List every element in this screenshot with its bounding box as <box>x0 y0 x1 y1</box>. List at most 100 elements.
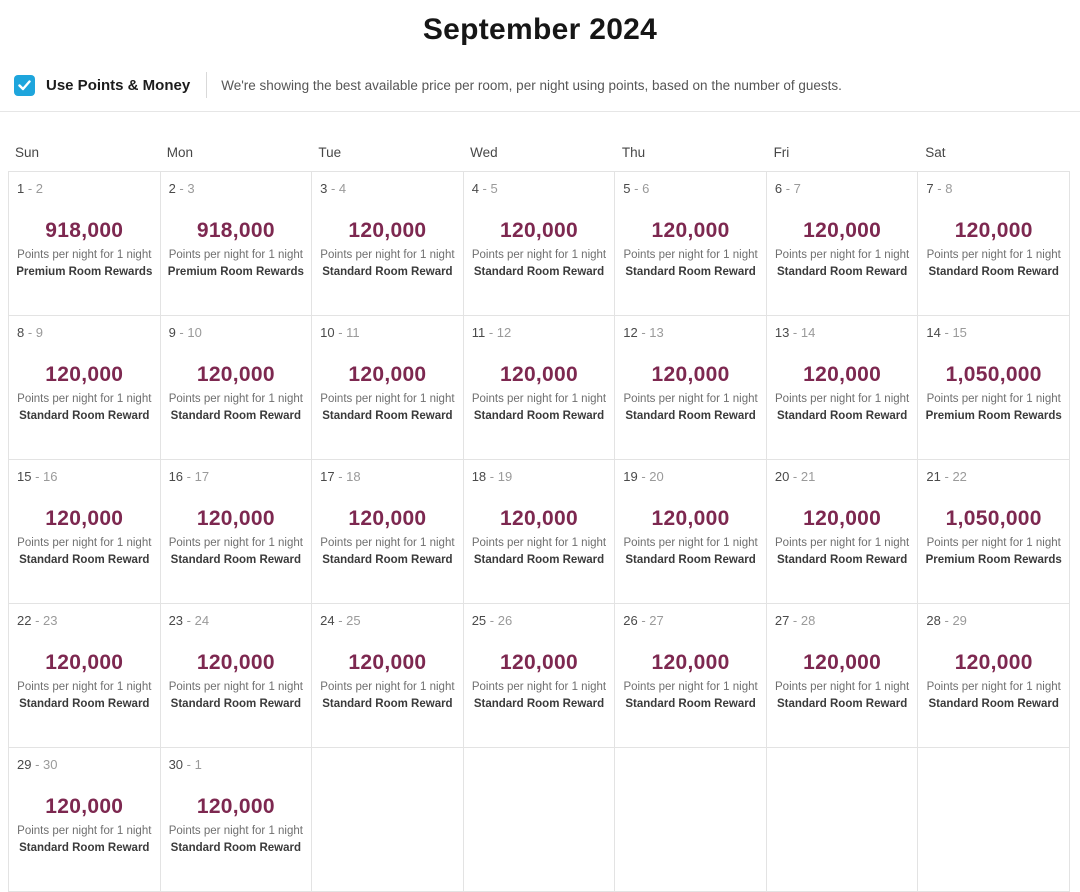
cell-points-value: 120,000 <box>803 651 882 675</box>
calendar-cell[interactable]: 18 - 19 120,000 Points per night for 1 n… <box>463 460 616 604</box>
calendar-cell[interactable]: 23 - 24 120,000 Points per night for 1 n… <box>160 604 313 748</box>
cell-date-range: 24 - 25 <box>320 613 361 628</box>
cell-room-type: Standard Room Reward <box>322 554 453 567</box>
cell-points-value: 120,000 <box>803 507 882 531</box>
calendar-cell[interactable]: 7 - 8 120,000 Points per night for 1 nig… <box>918 172 1070 316</box>
cell-price-block: 1,050,000 Points per night for 1 night P… <box>923 363 1064 424</box>
calendar-cell[interactable]: 9 - 10 120,000 Points per night for 1 ni… <box>160 316 313 460</box>
cell-points-unit-label: Points per night for 1 night <box>926 536 1061 549</box>
calendar-cell[interactable]: 26 - 27 120,000 Points per night for 1 n… <box>615 604 767 748</box>
calendar-cell[interactable]: 16 - 17 120,000 Points per night for 1 n… <box>160 460 313 604</box>
cell-points-value: 1,050,000 <box>945 363 1042 387</box>
calendar-cell[interactable]: 11 - 12 120,000 Points per night for 1 n… <box>463 316 616 460</box>
weekday-tue: Tue <box>318 145 342 160</box>
calendar-cell[interactable]: 12 - 13 120,000 Points per night for 1 n… <box>615 316 767 460</box>
cell-points-unit-label: Points per night for 1 night <box>168 248 303 261</box>
cell-date-range: 4 - 5 <box>471 181 498 196</box>
cell-points-unit-label: Points per night for 1 night <box>17 824 152 837</box>
cell-points-unit-label: Points per night for 1 night <box>471 536 607 549</box>
cell-room-type: Standard Room Reward <box>170 410 302 423</box>
cell-points-value: 120,000 <box>348 651 427 675</box>
cell-date-range: 16 - 17 <box>168 469 210 484</box>
cell-points-unit-label: Points per night for 1 night <box>168 536 303 549</box>
cell-date-range: 26 - 27 <box>623 613 664 628</box>
cell-price-block: 120,000 Points per night for 1 night Sta… <box>772 507 913 568</box>
cell-price-block: 918,000 Points per night for 1 night Pre… <box>166 219 307 280</box>
cell-points-value: 120,000 <box>45 651 124 675</box>
cell-date-range: 5 - 6 <box>623 181 650 196</box>
cell-points-unit-label: Points per night for 1 night <box>17 680 152 693</box>
cell-room-type: Standard Room Reward <box>928 698 1059 711</box>
cell-date-range: 14 - 15 <box>926 325 967 340</box>
calendar-cell[interactable]: 19 - 20 120,000 Points per night for 1 n… <box>615 460 767 604</box>
cell-price-block: 120,000 Points per night for 1 night Sta… <box>317 219 458 280</box>
cell-price-block: 120,000 Points per night for 1 night Sta… <box>14 507 155 568</box>
calendar-cell[interactable]: 17 - 18 120,000 Points per night for 1 n… <box>312 460 464 604</box>
cell-points-unit-label: Points per night for 1 night <box>320 680 455 693</box>
cell-points-value: 120,000 <box>348 363 427 387</box>
calendar-cell[interactable]: 2 - 3 918,000 Points per night for 1 nig… <box>160 172 313 316</box>
calendar-cell[interactable]: 4 - 5 120,000 Points per night for 1 nig… <box>463 172 616 316</box>
cell-price-block: 120,000 Points per night for 1 night Sta… <box>14 363 155 424</box>
calendar-cell[interactable]: 22 - 23 120,000 Points per night for 1 n… <box>9 604 161 748</box>
cell-points-unit-label: Points per night for 1 night <box>471 248 607 261</box>
cell-date-range: 19 - 20 <box>623 469 664 484</box>
weekday-header-row: Sun Mon Tue Wed Thu Fri Sat <box>8 112 1070 171</box>
cell-points-value: 120,000 <box>348 219 427 243</box>
calendar-cell[interactable]: 6 - 7 120,000 Points per night for 1 nig… <box>766 172 919 316</box>
calendar-cell[interactable]: 20 - 21 120,000 Points per night for 1 n… <box>766 460 919 604</box>
use-points-label[interactable]: Use Points & Money <box>46 76 191 94</box>
calendar-cell[interactable]: 10 - 11 120,000 Points per night for 1 n… <box>312 316 464 460</box>
cell-room-type: Standard Room Reward <box>322 698 453 711</box>
page-title: September 2024 <box>422 13 658 46</box>
calendar-cell-empty <box>312 748 464 892</box>
cell-room-type: Standard Room Reward <box>19 698 150 711</box>
cell-date-range: 13 - 14 <box>774 325 816 340</box>
cell-points-value: 120,000 <box>45 363 124 387</box>
calendar-cell[interactable]: 30 - 1 120,000 Points per night for 1 ni… <box>160 748 313 892</box>
cell-points-value: 120,000 <box>651 363 730 387</box>
calendar-cell[interactable]: 1 - 2 918,000 Points per night for 1 nig… <box>9 172 161 316</box>
cell-room-type: Standard Room Reward <box>776 266 908 279</box>
cell-price-block: 120,000 Points per night for 1 night Sta… <box>469 219 610 280</box>
cell-price-block: 120,000 Points per night for 1 night Sta… <box>166 795 307 856</box>
weekday-sat: Sat <box>925 145 946 160</box>
cell-points-value: 120,000 <box>651 651 730 675</box>
cell-room-type: Standard Room Reward <box>170 698 302 711</box>
cell-points-value: 120,000 <box>954 219 1033 243</box>
calendar-cell[interactable]: 28 - 29 120,000 Points per night for 1 n… <box>918 604 1070 748</box>
cell-room-type: Standard Room Reward <box>776 410 908 423</box>
calendar-cell[interactable]: 13 - 14 120,000 Points per night for 1 n… <box>766 316 919 460</box>
cell-points-unit-label: Points per night for 1 night <box>17 392 152 405</box>
cell-points-value: 120,000 <box>45 507 124 531</box>
calendar-cell[interactable]: 27 - 28 120,000 Points per night for 1 n… <box>766 604 919 748</box>
cell-points-unit-label: Points per night for 1 night <box>775 392 910 405</box>
use-points-checkbox[interactable] <box>14 74 35 96</box>
cell-date-range: 29 - 30 <box>17 757 58 772</box>
cell-price-block: 120,000 Points per night for 1 night Sta… <box>772 651 913 712</box>
cell-room-type: Standard Room Reward <box>19 842 150 855</box>
calendar-cell[interactable]: 3 - 4 120,000 Points per night for 1 nig… <box>312 172 464 316</box>
cell-room-type: Premium Room Rewards <box>925 410 1062 423</box>
calendar-cell[interactable]: 15 - 16 120,000 Points per night for 1 n… <box>9 460 161 604</box>
cell-price-block: 120,000 Points per night for 1 night Sta… <box>772 219 913 280</box>
cell-room-type: Standard Room Reward <box>928 266 1059 279</box>
cell-points-unit-label: Points per night for 1 night <box>926 248 1061 261</box>
calendar-cell[interactable]: 21 - 22 1,050,000 Points per night for 1… <box>918 460 1070 604</box>
cell-date-range: 6 - 7 <box>774 181 801 196</box>
calendar-cell[interactable]: 14 - 15 1,050,000 Points per night for 1… <box>918 316 1070 460</box>
calendar-cell[interactable]: 29 - 30 120,000 Points per night for 1 n… <box>9 748 161 892</box>
calendar-cell[interactable]: 25 - 26 120,000 Points per night for 1 n… <box>463 604 616 748</box>
calendar-cell[interactable]: 8 - 9 120,000 Points per night for 1 nig… <box>9 316 161 460</box>
cell-points-value: 120,000 <box>651 507 730 531</box>
calendar-cell[interactable]: 24 - 25 120,000 Points per night for 1 n… <box>312 604 464 748</box>
cell-date-range: 18 - 19 <box>471 469 513 484</box>
cell-date-range: 30 - 1 <box>168 757 202 772</box>
cell-points-unit-label: Points per night for 1 night <box>623 392 758 405</box>
cell-price-block: 120,000 Points per night for 1 night Sta… <box>620 219 761 280</box>
cell-points-unit-label: Points per night for 1 night <box>471 392 607 405</box>
cell-points-value: 120,000 <box>499 219 578 243</box>
cell-room-type: Standard Room Reward <box>625 266 756 279</box>
cell-date-range: 25 - 26 <box>471 613 513 628</box>
calendar-cell[interactable]: 5 - 6 120,000 Points per night for 1 nig… <box>615 172 767 316</box>
